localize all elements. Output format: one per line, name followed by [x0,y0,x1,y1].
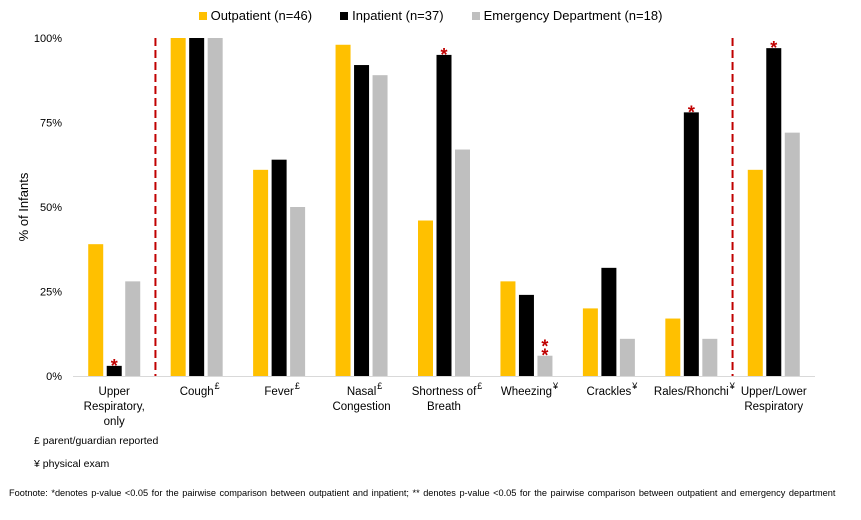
significance-marker: * [440,45,447,65]
bar [436,54,452,377]
bar [784,132,800,376]
bar [88,244,104,376]
bar [619,338,635,376]
x-tick-label-line: Respiratory, [84,401,145,413]
x-tick-label-line: only [104,416,125,428]
x-tick-superscript: ¥ [552,381,559,391]
bar [518,294,534,376]
x-tick-label-line: Upper [99,386,130,398]
x-tick-superscript: ¥ [631,381,638,391]
x-tick-label: Upper Respiratory, only [84,386,145,428]
significance-marker: * [111,356,118,376]
legend-label: Inpatient (n=37) [352,8,444,23]
bar [106,365,122,376]
y-tick-label: 0% [46,371,62,383]
bar [290,207,306,376]
significance-marker: * [688,102,695,122]
bar [372,75,388,377]
note-physical-exam: ¥ physical exam [34,458,110,470]
bar [747,169,763,376]
legend-item: Outpatient (n=46) [198,8,313,23]
x-tick-label-line: Respiratory [744,401,803,413]
bar [189,38,205,376]
x-tick-label-line: Wheezing [501,386,552,398]
x-tick-superscript: £ [477,381,482,391]
bar [271,159,287,376]
x-tick-label: Nasal Congestion [332,386,390,413]
x-tick-label-line: Shortness of [412,386,477,398]
bar [335,44,351,376]
y-axis-label: % of Infants [16,172,31,241]
legend-swatch [198,11,207,20]
x-tick-label: Rales/Rhonchi [654,386,729,398]
x-tick-label-line: Rales/Rhonchi [654,386,729,398]
x-tick-label: Cough [180,386,214,398]
x-tick-label: Fever [264,386,294,398]
x-tick-label-line: Crackles [587,386,632,398]
legend-item: Inpatient (n=37) [340,8,444,23]
y-tick-label: 75% [40,118,62,130]
bar [253,169,269,376]
x-tick-label: Shortness of Breath [412,386,477,413]
bar [582,308,598,376]
bar [702,338,718,376]
note-parent-reported: £ parent/guardian reported [34,435,159,447]
footnote: Footnote: *denotes p-value <0.05 for the… [9,488,836,498]
significance-marker: * [541,337,548,357]
legend-swatch [340,11,349,20]
x-tick-superscript: ¥ [729,381,736,391]
x-tick-label: Upper/Lower Respiratory [741,386,807,413]
x-tick-label-line: Cough [180,386,214,398]
y-tick-label: 100% [34,33,62,45]
x-tick-label-line: Nasal [347,386,376,398]
bar [601,267,617,376]
bar [500,281,516,376]
bar [170,38,186,376]
bar-chart: 0%25%50%75%100%% of Infants******UpperRe… [16,33,815,428]
x-tick-label-line: Breath [427,401,461,413]
bar [418,220,433,376]
x-tick-superscript: £ [295,381,300,391]
x-tick-label: Wheezing [501,386,552,398]
legend-label: Emergency Department (n=18) [483,8,663,23]
x-tick-label-line: Upper/Lower [741,386,807,398]
legend-label: Outpatient (n=46) [210,8,313,23]
y-tick-label: 50% [40,202,62,214]
legend-swatch [471,11,480,20]
bar [537,355,553,376]
bar [665,318,681,376]
significance-marker: * [770,38,777,58]
bar [455,149,470,376]
significance-marker: * [541,346,548,366]
x-tick-superscript: £ [215,381,220,391]
bar [683,112,699,377]
x-tick-label: Crackles [587,386,632,398]
x-tick-label-line: Congestion [332,401,390,413]
y-tick-label: 25% [40,287,62,299]
legend-item: Emergency Department (n=18) [471,8,663,23]
bar [766,48,782,376]
x-tick-superscript: £ [377,381,382,391]
bar [125,281,141,376]
chart-legend: Outpatient (n=46) Inpatient (n=37) Emergen… [0,8,861,23]
bar [207,38,223,376]
bar [354,65,370,376]
x-tick-label-line: Fever [264,386,294,398]
